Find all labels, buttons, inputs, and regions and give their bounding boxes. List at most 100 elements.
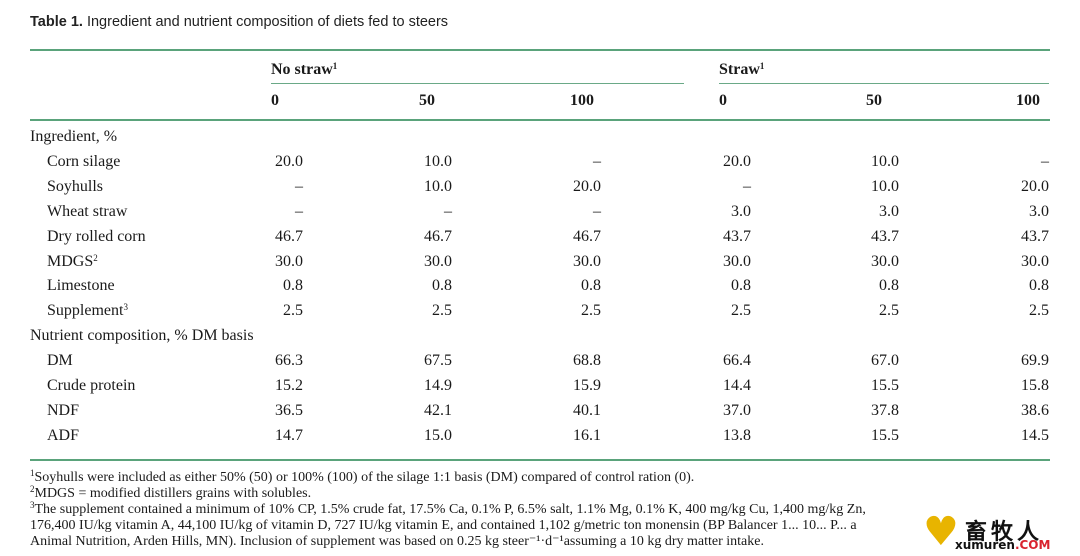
bottom-rule <box>30 459 1050 461</box>
row-label: MDGS2 <box>47 253 98 271</box>
table-cell: 0.8 <box>731 277 751 294</box>
table-cell: 2.5 <box>1029 302 1049 319</box>
level-header: 0 <box>719 92 727 109</box>
table-cell: 0.8 <box>432 277 452 294</box>
table-cell: 30.0 <box>275 253 303 270</box>
table-cell: – <box>295 203 303 220</box>
table-cell: – <box>593 153 601 170</box>
group-header-straw-label: Straw <box>719 61 760 78</box>
table-cell: 30.0 <box>723 253 751 270</box>
row-label-text: Wheat straw <box>47 203 128 220</box>
heart-icon: ♥ <box>923 509 959 555</box>
table-cell: 10.0 <box>424 153 452 170</box>
footnote-text: Animal Nutrition, Arden Hills, MN). Incl… <box>30 534 764 549</box>
row-label-text: Corn silage <box>47 153 121 170</box>
table-cell: 2.5 <box>879 302 899 319</box>
group-header-straw: Straw1 <box>719 61 764 79</box>
table-cell: 37.8 <box>871 402 899 419</box>
table-cell: 43.7 <box>723 228 751 245</box>
table-cell: 20.0 <box>275 153 303 170</box>
table-cell: 14.9 <box>424 377 452 394</box>
level-header: 100 <box>570 92 594 109</box>
level-header: 50 <box>419 92 435 109</box>
table-cell: 0.8 <box>1029 277 1049 294</box>
table-cell: 20.0 <box>1021 178 1049 195</box>
row-label-text: ADF <box>47 427 80 444</box>
section-title: Nutrient composition, % DM basis <box>30 327 254 344</box>
row-label-text: NDF <box>47 402 80 419</box>
watermark-en-suffix: .COM <box>1014 538 1051 552</box>
table-cell: 15.9 <box>573 377 601 394</box>
level-header: 0 <box>271 92 279 109</box>
table-cell: 14.4 <box>723 377 751 394</box>
table-cell: 0.8 <box>283 277 303 294</box>
row-label: DM <box>47 352 73 370</box>
table-cell: 2.5 <box>283 302 303 319</box>
group-header-no-straw-label: No straw <box>271 61 333 78</box>
table-cell: 40.1 <box>573 402 601 419</box>
watermark-logo: ♥ 畜牧人 xumuren.COM <box>915 512 1075 554</box>
table-cell: 0.8 <box>581 277 601 294</box>
table-cell: – <box>444 203 452 220</box>
header-bottom-rule <box>30 119 1050 121</box>
table-cell: 46.7 <box>573 228 601 245</box>
watermark-cn-text: 畜牧人 <box>965 520 1044 545</box>
table-cell: 20.0 <box>573 178 601 195</box>
table-cell: 30.0 <box>871 253 899 270</box>
table-cell: – <box>295 178 303 195</box>
level-header: 100 <box>1016 92 1040 109</box>
table-cell: 30.0 <box>1021 253 1049 270</box>
row-label-text: Crude protein <box>47 377 136 394</box>
row-label-text: Soyhulls <box>47 178 104 195</box>
table-cell: 3.0 <box>879 203 899 220</box>
row-label-text: MDGS <box>47 253 94 270</box>
row-label-text: Supplement <box>47 302 124 319</box>
table-cell: 15.8 <box>1021 377 1049 394</box>
row-label: Crude protein <box>47 377 135 395</box>
footnote-mark: 3 <box>30 500 35 510</box>
footnote-text: MDGS = modified distillers grains with s… <box>34 486 312 501</box>
footnote-mark: 2 <box>30 484 35 494</box>
top-rule <box>30 49 1050 51</box>
table-cell: 67.5 <box>424 352 452 369</box>
group-rule-no-straw <box>271 83 684 84</box>
row-label: Corn silage <box>47 153 120 171</box>
footnote: 2MDGS = modified distillers grains with … <box>30 484 312 502</box>
table-cell: 46.7 <box>424 228 452 245</box>
table-cell: 69.9 <box>1021 352 1049 369</box>
table-cell: 68.8 <box>573 352 601 369</box>
table-cell: 42.1 <box>424 402 452 419</box>
group-header-no-straw-footnote-mark: 1 <box>332 61 338 71</box>
table-cell: 67.0 <box>871 352 899 369</box>
row-label: Supplement3 <box>47 302 128 320</box>
watermark-en-domain: xumuren <box>955 538 1015 552</box>
table-cell: 15.5 <box>871 427 899 444</box>
footnote: Animal Nutrition, Arden Hills, MN). Incl… <box>30 534 764 550</box>
table-caption-label: Table 1. <box>30 14 83 30</box>
group-header-straw-footnote-mark: 1 <box>759 61 765 71</box>
table-cell: 2.5 <box>432 302 452 319</box>
table-cell: 43.7 <box>1021 228 1049 245</box>
table-cell: 66.4 <box>723 352 751 369</box>
table-cell: 20.0 <box>723 153 751 170</box>
table-cell: 46.7 <box>275 228 303 245</box>
table-cell: 0.8 <box>879 277 899 294</box>
row-label: Dry rolled corn <box>47 228 146 246</box>
row-label-text: Limestone <box>47 277 115 294</box>
row-label: ADF <box>47 427 79 445</box>
level-header: 50 <box>866 92 882 109</box>
table-cell: 43.7 <box>871 228 899 245</box>
row-footnote-mark: 2 <box>93 253 98 263</box>
table-cell: 66.3 <box>275 352 303 369</box>
row-label: NDF <box>47 402 79 420</box>
table-cell: 38.6 <box>1021 402 1049 419</box>
table-cell: 15.5 <box>871 377 899 394</box>
table-cell: 37.0 <box>723 402 751 419</box>
table-cell: 14.5 <box>1021 427 1049 444</box>
table-cell: 2.5 <box>581 302 601 319</box>
row-label: Soyhulls <box>47 178 103 196</box>
table-cell: 13.8 <box>723 427 751 444</box>
table-cell: 3.0 <box>731 203 751 220</box>
footnote: 3The supplement contained a minimum of 1… <box>30 500 866 518</box>
footnote: 176,400 IU/kg vitamin A, 44,100 IU/kg of… <box>30 518 857 534</box>
